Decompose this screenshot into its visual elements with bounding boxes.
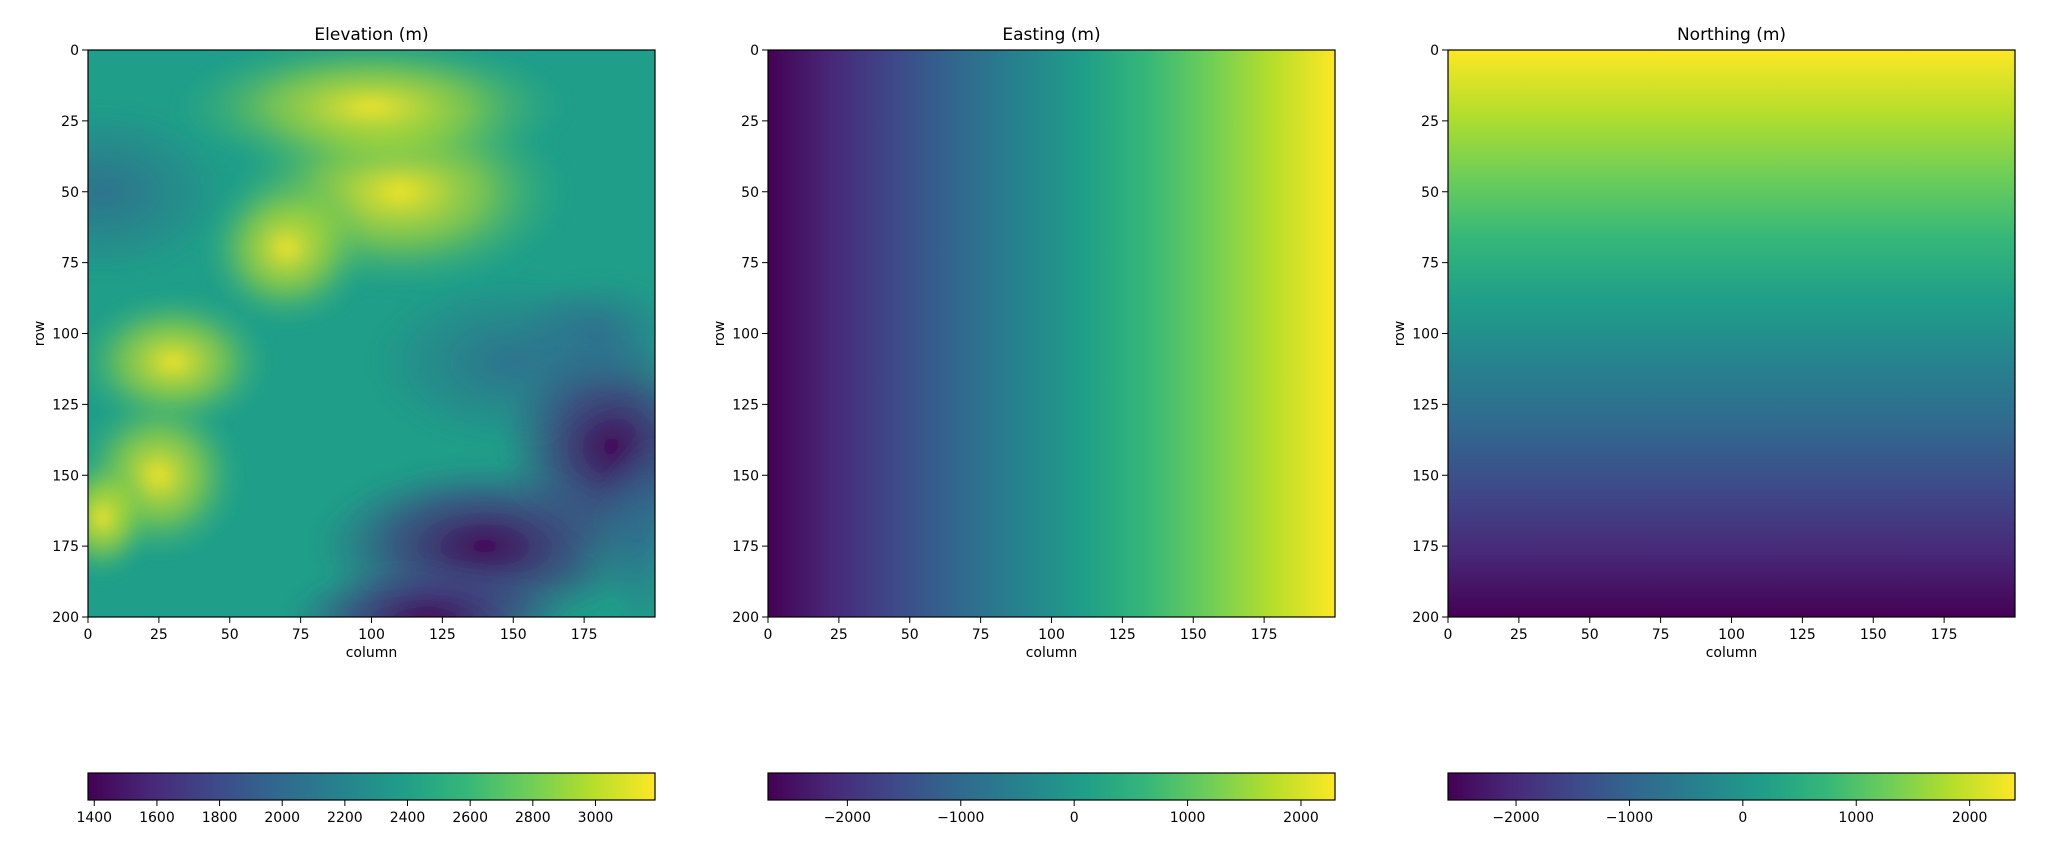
northing-image [1448, 50, 2015, 617]
chart-title: Northing (m) [1677, 25, 1786, 45]
y-axis-label: row [712, 321, 728, 346]
y-tick-label: 25 [741, 114, 759, 130]
colorbar-tick-label: −2000 [824, 810, 871, 826]
colorbar-tick-label: −2000 [1492, 810, 1539, 826]
colorbar [1448, 773, 2015, 800]
x-tick-label: 0 [84, 627, 93, 643]
chart-title: Elevation (m) [314, 25, 428, 45]
chart-title: Easting (m) [1002, 25, 1100, 45]
x-tick-label: 0 [1444, 627, 1453, 643]
x-tick-label: 50 [1581, 627, 1599, 643]
y-tick-label: 175 [732, 539, 759, 555]
colorbar [768, 773, 1335, 800]
colorbar-frame [87, 772, 656, 801]
colorbar-tick-label: 1600 [139, 810, 175, 826]
x-tick-label: 50 [221, 627, 239, 643]
y-tick-label: 100 [1412, 327, 1439, 343]
elevation-image [88, 50, 655, 617]
colorbar-frame [767, 772, 1336, 801]
colorbar-tick-label: −1000 [937, 810, 984, 826]
x-tick-label: 75 [972, 627, 990, 643]
colorbar-tick-label: 2000 [1283, 810, 1319, 826]
x-tick-label: 150 [1860, 627, 1887, 643]
y-tick-label: 125 [732, 397, 759, 413]
x-tick-label: 25 [830, 627, 848, 643]
y-tick-label: 75 [61, 256, 79, 272]
x-tick-label: 75 [1652, 627, 1670, 643]
x-tick-label: 0 [764, 627, 773, 643]
x-tick-label: 100 [358, 627, 385, 643]
y-tick-label: 75 [1421, 256, 1439, 272]
colorbar-tick-label: 1400 [76, 810, 112, 826]
easting-image [768, 50, 1335, 617]
y-tick-label: 25 [61, 114, 79, 130]
y-tick-label: 125 [52, 397, 79, 413]
colorbar-tick-label: 2600 [452, 810, 488, 826]
colorbar-tick-label: −1000 [1606, 810, 1653, 826]
colorbar-tick-label: 2400 [390, 810, 426, 826]
y-tick-label: 200 [1412, 610, 1439, 626]
x-tick-label: 125 [1789, 627, 1816, 643]
y-tick-label: 0 [750, 43, 759, 59]
y-tick-label: 50 [1421, 185, 1439, 201]
colorbar [88, 773, 655, 800]
y-tick-label: 100 [52, 327, 79, 343]
y-tick-label: 150 [732, 468, 759, 484]
y-tick-label: 150 [52, 468, 79, 484]
colorbar-tick-label: 2000 [1952, 810, 1988, 826]
x-tick-label: 100 [1718, 627, 1745, 643]
x-tick-label: 150 [1180, 627, 1207, 643]
colorbar-tick-label: 1000 [1170, 810, 1206, 826]
x-tick-label: 175 [1251, 627, 1278, 643]
x-axis-label: column [346, 645, 398, 661]
colorbar-tick-label: 2200 [327, 810, 363, 826]
x-tick-label: 150 [500, 627, 527, 643]
y-axis-label: row [1392, 321, 1408, 346]
y-tick-label: 100 [732, 327, 759, 343]
y-tick-label: 150 [1412, 468, 1439, 484]
easting-panel: Easting (m) 0 25 50 75 100 125 150 175 0 25 50 75 100… [712, 25, 1336, 826]
x-tick-label: 175 [571, 627, 598, 643]
elevation-panel: Elevation (m) 0 25 50 75 100 125 150 175 0 25 50 75 1… [32, 25, 656, 826]
colorbar-tick-label: 1800 [202, 810, 238, 826]
x-tick-label: 50 [901, 627, 919, 643]
y-tick-label: 0 [70, 43, 79, 59]
colorbar-tick-label: 0 [1738, 810, 1747, 826]
x-tick-label: 25 [150, 627, 168, 643]
colorbar-tick-label: 1000 [1838, 810, 1874, 826]
colorbar-tick-label: 2800 [515, 810, 551, 826]
x-tick-label: 125 [1109, 627, 1136, 643]
y-tick-label: 0 [1430, 43, 1439, 59]
y-tick-label: 125 [1412, 397, 1439, 413]
y-tick-label: 50 [741, 185, 759, 201]
colorbar-tick-label: 2000 [264, 810, 300, 826]
x-tick-label: 175 [1931, 627, 1958, 643]
y-tick-label: 175 [1412, 539, 1439, 555]
x-axis-label: column [1026, 645, 1078, 661]
colorbar-tick-label: 0 [1070, 810, 1079, 826]
y-tick-label: 75 [741, 256, 759, 272]
x-tick-label: 125 [429, 627, 456, 643]
x-tick-label: 25 [1510, 627, 1528, 643]
x-axis-label: column [1706, 645, 1758, 661]
y-axis-label: row [32, 321, 48, 346]
colorbar-frame [1447, 772, 2016, 801]
y-tick-label: 50 [61, 185, 79, 201]
y-tick-label: 25 [1421, 114, 1439, 130]
x-tick-label: 75 [292, 627, 310, 643]
northing-panel: Northing (m) 0 25 50 75 100 125 150 175 0 25 50 75 10… [1392, 25, 2016, 826]
y-tick-label: 200 [732, 610, 759, 626]
x-tick-label: 100 [1038, 627, 1065, 643]
colorbar-tick-label: 3000 [578, 810, 614, 826]
y-tick-label: 200 [52, 610, 79, 626]
y-tick-label: 175 [52, 539, 79, 555]
